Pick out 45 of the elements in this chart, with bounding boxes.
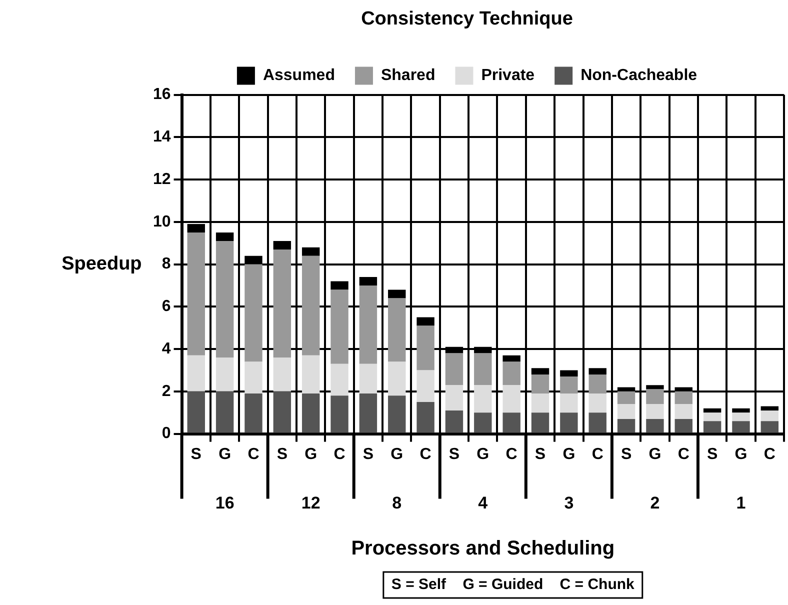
x-tick-label: C [764,446,776,463]
text: 8 [392,493,402,512]
x-tick-label: S [620,446,632,463]
x-axis-title: Processors and Scheduling [351,538,615,560]
y-tick-label: 8 [162,256,171,273]
y-axis-title: Speedup [62,254,142,275]
x-tick-label: S [534,446,546,463]
text: 2 [650,493,660,512]
y-tick-label: 0 [162,425,171,442]
legend-label: Non-Cacheable [580,67,698,84]
legend-label: Shared [380,67,436,84]
text: 3 [564,493,574,512]
y-tick-label: 10 [153,213,171,230]
y-tick-label: 6 [162,298,171,316]
x-tick-label: G [390,446,404,463]
x-tick-label: G [304,446,318,463]
y-tick-label: 2 [162,382,171,400]
x-tick-label: C [420,446,432,463]
x-tick-label: C [506,446,518,463]
x-tick-label: S [706,446,718,463]
text: S = Self G = Guided C = Chunk [391,576,636,594]
legend-label: Private [481,67,535,84]
y-tick-label: 12 [153,170,171,188]
legend-title: Consistency Technique [361,8,573,30]
x-tick-label: G [562,446,576,463]
x-tick-label: S [362,446,374,463]
y-tick-label: 16 [153,86,171,104]
text: 12 [301,493,320,512]
x-tick-label: G [648,446,662,463]
y-tick-label: 4 [162,340,171,358]
x-tick-label: C [678,446,690,463]
x-tick-label: C [334,446,346,463]
text: 1 [736,493,746,512]
legend-label: Assumed [262,67,335,84]
text: 4 [478,493,488,512]
x-tick-label: S [448,446,460,463]
x-tick-label: G [218,446,232,463]
x-tick-label: S [276,446,288,463]
x-tick-label: G [734,446,748,463]
x-tick-label: C [592,446,604,463]
x-tick-label: S [190,446,202,463]
x-tick-label: G [476,446,490,463]
y-tick-label: 14 [153,128,171,146]
x-tick-label: C [248,446,260,463]
text: 16 [215,493,234,512]
